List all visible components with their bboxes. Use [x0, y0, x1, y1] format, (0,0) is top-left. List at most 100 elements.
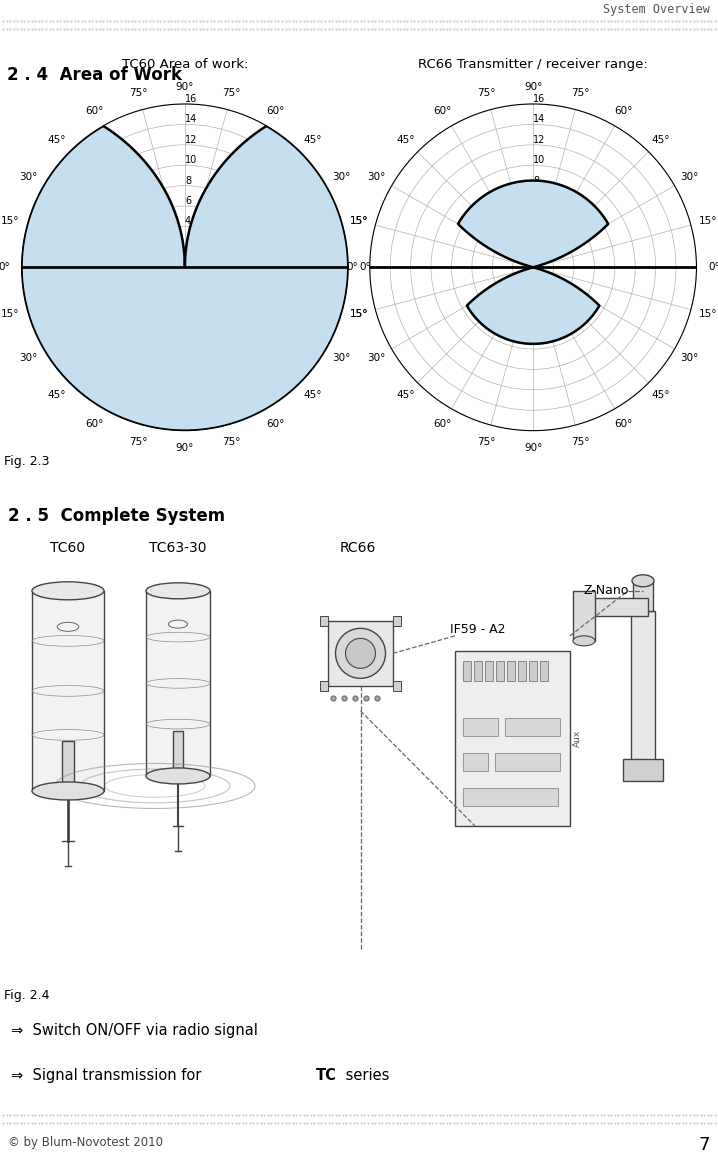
- Point: [165, 1106, 177, 1124]
- Point: [670, 20, 681, 39]
- Point: [223, 1106, 234, 1124]
- Point: [162, 20, 173, 39]
- Point: [602, 1106, 613, 1124]
- Point: [405, 12, 416, 31]
- Point: [509, 20, 521, 39]
- Point: [98, 12, 109, 31]
- Point: [488, 1114, 499, 1133]
- Point: [362, 12, 373, 31]
- Point: [634, 1114, 645, 1133]
- Point: [412, 1114, 424, 1133]
- Point: [1, 1114, 12, 1133]
- Point: [144, 20, 155, 39]
- Point: [648, 1106, 660, 1124]
- Point: [691, 1114, 703, 1133]
- Point: [58, 12, 70, 31]
- Point: [387, 12, 398, 31]
- Point: [376, 1114, 388, 1133]
- Point: [15, 1114, 27, 1133]
- Point: [19, 1106, 30, 1124]
- Point: [520, 1114, 531, 1133]
- Point: [441, 20, 452, 39]
- Point: [141, 1106, 152, 1124]
- Point: [398, 1114, 409, 1133]
- Point: [327, 1114, 338, 1133]
- Point: [187, 12, 198, 31]
- Point: [666, 1114, 678, 1133]
- Point: [691, 20, 703, 39]
- Point: [598, 12, 610, 31]
- Point: [55, 1114, 66, 1133]
- Point: [473, 1114, 485, 1133]
- Point: [352, 1114, 363, 1133]
- Point: [573, 20, 584, 39]
- Bar: [485, 660, 493, 680]
- Point: [394, 1106, 406, 1124]
- Point: [230, 12, 241, 31]
- Point: [627, 20, 638, 39]
- Point: [552, 1114, 564, 1133]
- Point: [684, 20, 696, 39]
- Point: [412, 20, 424, 39]
- Point: [509, 1106, 521, 1124]
- Point: [147, 1114, 159, 1133]
- Point: [273, 12, 284, 31]
- Point: [513, 12, 524, 31]
- Point: [491, 20, 503, 39]
- Point: [480, 1106, 492, 1124]
- Point: [416, 20, 427, 39]
- Point: [709, 20, 718, 39]
- Point: [208, 12, 220, 31]
- Point: [441, 12, 452, 31]
- Point: [391, 20, 402, 39]
- Point: [208, 1114, 220, 1133]
- Point: [73, 20, 84, 39]
- Point: [466, 20, 477, 39]
- Point: [87, 20, 98, 39]
- Point: [409, 1114, 420, 1133]
- Point: [284, 1106, 295, 1124]
- Point: [376, 12, 388, 31]
- Ellipse shape: [345, 638, 376, 669]
- Point: [523, 1114, 535, 1133]
- Point: [305, 12, 317, 31]
- Point: [426, 1106, 438, 1124]
- Point: [430, 20, 442, 39]
- Point: [291, 12, 302, 31]
- Point: [190, 1106, 202, 1124]
- Point: [37, 1106, 48, 1124]
- Point: [355, 1114, 366, 1133]
- Point: [94, 20, 106, 39]
- Point: [284, 12, 295, 31]
- Point: [380, 12, 391, 31]
- Point: [419, 1114, 431, 1133]
- Point: [337, 12, 349, 31]
- Point: [352, 1106, 363, 1124]
- Point: [580, 12, 592, 31]
- Point: [176, 12, 187, 31]
- Point: [101, 20, 113, 39]
- Point: [205, 12, 216, 31]
- Point: [695, 20, 707, 39]
- Point: [47, 20, 59, 39]
- Point: [541, 12, 553, 31]
- Text: Aux: Aux: [573, 730, 582, 747]
- Point: [244, 12, 256, 31]
- Point: [473, 20, 485, 39]
- Point: [681, 1114, 692, 1133]
- Point: [287, 12, 299, 31]
- Ellipse shape: [32, 582, 104, 599]
- Text: 2 . 5  Complete System: 2 . 5 Complete System: [7, 508, 225, 525]
- Point: [656, 12, 667, 31]
- Point: [280, 1114, 292, 1133]
- Point: [141, 12, 152, 31]
- Point: [154, 1114, 166, 1133]
- Point: [401, 1106, 413, 1124]
- Point: [563, 1114, 574, 1133]
- Point: [348, 12, 360, 31]
- Point: [219, 1114, 230, 1133]
- Point: [320, 1114, 331, 1133]
- Point: [19, 20, 30, 39]
- Point: [162, 1114, 173, 1133]
- Point: [444, 20, 456, 39]
